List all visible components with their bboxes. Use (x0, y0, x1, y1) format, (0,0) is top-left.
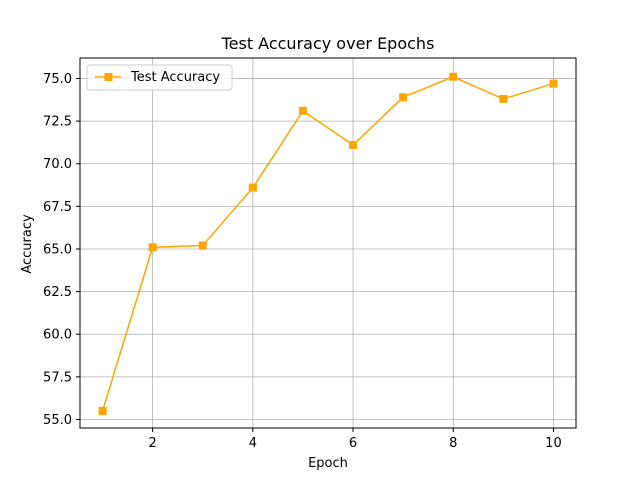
x-axis-ticks: 2 4 6 8 10 (149, 428, 562, 451)
series-layer (98, 72, 558, 415)
y-tick-label: 65.0 (43, 242, 72, 257)
y-tick-label: 67.5 (43, 200, 72, 215)
data-point-marker (449, 72, 458, 81)
grid-lines (80, 58, 576, 428)
data-point-marker (198, 241, 207, 250)
y-tick-label: 75.0 (43, 72, 72, 87)
series-line (101, 76, 554, 412)
chart-title: Test Accuracy over Epochs (221, 34, 435, 53)
legend-label: Test Accuracy (130, 70, 220, 85)
y-tick-label: 62.5 (43, 285, 72, 300)
legend-box (86, 64, 233, 91)
y-tick-label: 60.0 (43, 328, 72, 343)
data-point-marker (298, 106, 307, 115)
y-tick-label: 57.5 (43, 370, 72, 385)
y-axis-ticks: 55.0 57.5 60.0 62.5 65.0 67.5 70.0 72.5 75.0 (43, 72, 80, 428)
x-tick-label: 6 (349, 436, 357, 451)
plot-frame (79, 57, 577, 429)
y-tick-label: 72.5 (43, 115, 72, 130)
data-point-marker (148, 243, 157, 252)
legend-marker-swatch (104, 73, 113, 81)
data-point-marker (549, 79, 558, 88)
x-tick-label: 4 (249, 436, 257, 451)
data-point-marker (499, 94, 508, 103)
x-tick-label: 2 (149, 436, 157, 451)
x-tick-label: 8 (449, 436, 457, 451)
y-tick-label: 70.0 (43, 157, 72, 172)
data-point-marker (399, 93, 408, 102)
data-point-marker (349, 140, 358, 149)
y-tick-label: 55.0 (43, 413, 72, 428)
data-point-marker (98, 406, 107, 415)
legend: Test Accuracy (86, 64, 233, 91)
y-axis-label: Accuracy (20, 214, 35, 274)
x-axis-label: Epoch (308, 456, 348, 471)
data-point-marker (248, 183, 257, 192)
x-tick-label: 10 (545, 436, 562, 451)
